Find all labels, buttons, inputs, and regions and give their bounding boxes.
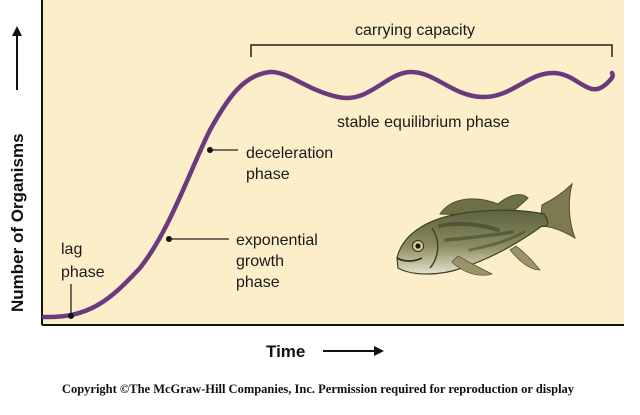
lag-label-line-2: phase [61, 264, 105, 281]
deceleration-label: deceleration phase [246, 145, 338, 183]
deceleration-label-line-2: phase [246, 166, 290, 183]
deceleration-label-line-1: deceleration [246, 145, 333, 162]
exponential-label-line-3: phase [236, 274, 280, 291]
y-axis-label-group: Number of Organisms [8, 26, 27, 312]
copyright-notice: Copyright ©The McGraw-Hill Companies, In… [62, 382, 575, 396]
x-axis-label-group: Time [266, 342, 384, 361]
y-axis-label: Number of Organisms [8, 133, 27, 312]
stable-equilibrium-label: stable equilibrium phase [337, 114, 510, 131]
largemouth-bass-fish-icon [396, 182, 576, 276]
carrying-capacity-label: carrying capacity [355, 22, 475, 39]
lag-label: lag phase [61, 241, 105, 281]
lag-point [68, 313, 74, 319]
lag-label-line-1: lag [61, 241, 82, 258]
exponential-label: exponential growth phase [236, 232, 322, 291]
growth-curve [41, 69, 615, 320]
exponential-label-line-1: exponential [236, 232, 318, 249]
carrying-capacity-bracket [250, 44, 613, 57]
x-axis-label: Time [266, 342, 305, 361]
exponential-label-line-2: growth [236, 253, 284, 270]
